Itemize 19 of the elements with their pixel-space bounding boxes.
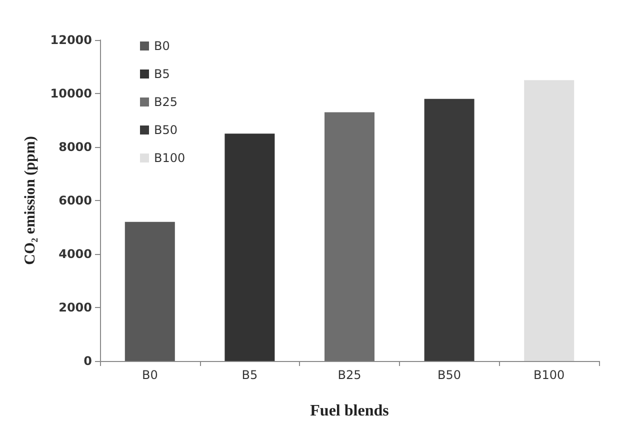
y-tick-label: 2000 [58,300,92,314]
y-tick-label: 4000 [58,247,92,261]
legend-label: B5 [154,67,170,81]
x-tick-label: B25 [338,368,362,382]
legend-label: B25 [154,95,178,109]
legend-label: B50 [154,123,178,137]
x-tick-label: B5 [242,368,258,382]
x-tick-label: B50 [438,368,462,382]
y-tick-label: 12000 [50,33,92,47]
x-tick-label: B100 [534,368,565,382]
legend-label: B100 [154,151,186,165]
x-axis-title: Fuel blends [310,402,389,420]
y-tick-label: 10000 [50,86,92,100]
y-tick-label: 0 [84,354,92,368]
x-tick-label: B0 [142,368,158,382]
legend-label: B0 [154,39,170,53]
y-axis-title: CO₂ emission (ppm) [22,136,38,265]
y-tick-label: 8000 [58,140,92,154]
y-tick-label: 6000 [58,194,92,208]
